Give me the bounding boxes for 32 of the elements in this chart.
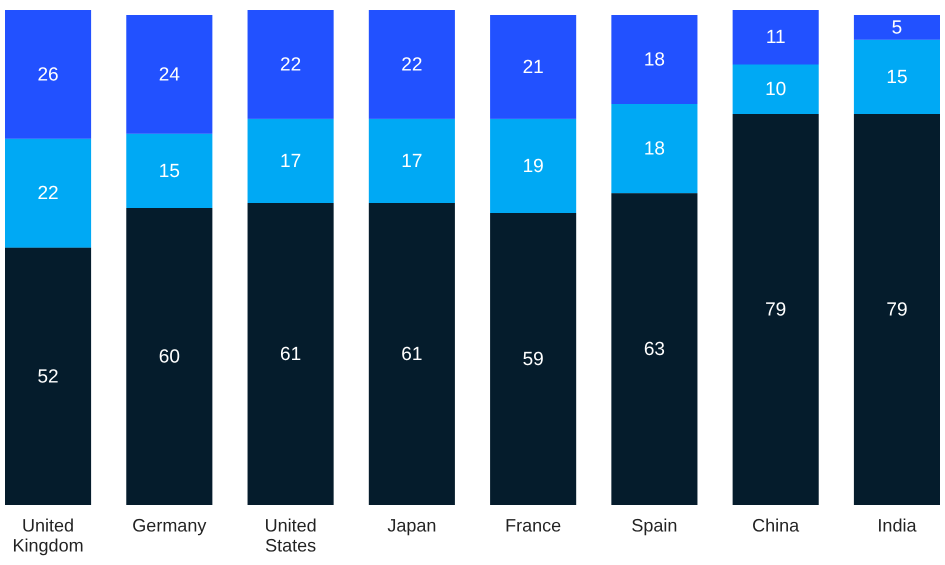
data-label: 61 [280, 344, 302, 366]
data-label: 61 [401, 344, 422, 366]
data-label: 22 [401, 54, 422, 76]
x-tick-label: France [505, 516, 562, 536]
data-label: 63 [644, 339, 665, 360]
x-tick-label: China [752, 516, 800, 536]
data-label: 79 [765, 299, 786, 320]
data-label: 15 [886, 66, 908, 88]
x-tick-label: United States [264, 516, 317, 556]
data-label: 18 [644, 50, 665, 70]
x-tick-label: Japan [387, 516, 436, 536]
data-label: 15 [158, 160, 180, 182]
data-label: 60 [158, 346, 180, 368]
data-label: 22 [37, 183, 59, 204]
data-label: 26 [37, 64, 59, 86]
data-label: 19 [522, 156, 544, 177]
data-label: 18 [644, 138, 665, 160]
data-label: 17 [280, 150, 302, 172]
data-label: 52 [37, 366, 59, 388]
data-label: 10 [765, 79, 786, 100]
data-label: 21 [522, 56, 544, 78]
data-label: 79 [886, 299, 908, 320]
x-tick-label: Germany [132, 516, 206, 536]
x-tick-label: India [877, 516, 918, 536]
data-label: 59 [522, 348, 544, 370]
data-label: 11 [766, 27, 786, 48]
x-tick-label: United Kingdom [12, 516, 84, 556]
data-label: 24 [158, 64, 180, 86]
data-label: 5 [892, 17, 902, 38]
data-label: 22 [280, 54, 302, 76]
data-label: 17 [401, 150, 422, 172]
x-tick-label: Spain [631, 516, 678, 536]
